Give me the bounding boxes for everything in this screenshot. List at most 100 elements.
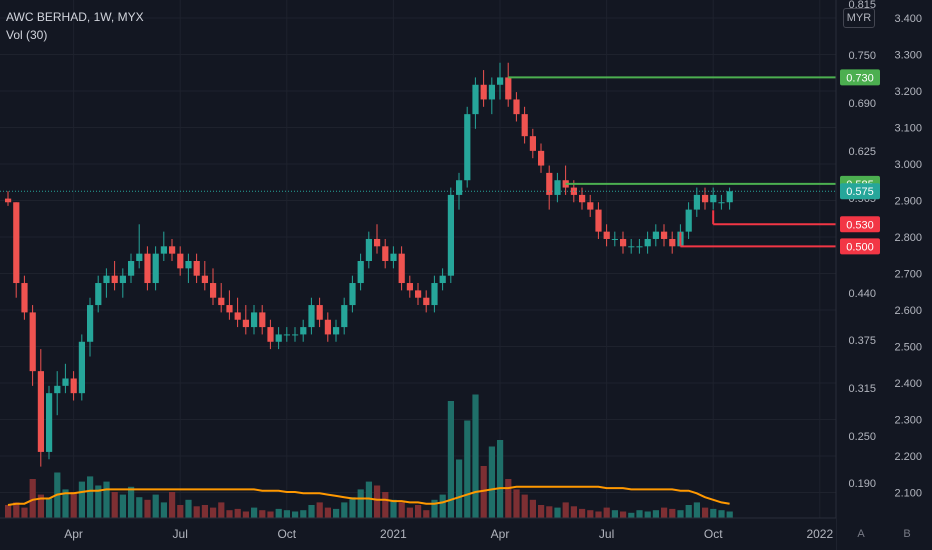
candle-body xyxy=(669,238,676,247)
volume-bar xyxy=(464,420,471,518)
volume-bar xyxy=(185,499,192,518)
candle-body xyxy=(308,305,315,328)
candle-body xyxy=(611,238,618,240)
candle-body xyxy=(439,275,446,284)
candle-body xyxy=(251,312,258,328)
candle-body xyxy=(513,99,520,115)
candle-body xyxy=(620,238,627,247)
volume-bar xyxy=(505,479,512,518)
currency-badge[interactable]: MYR xyxy=(843,8,875,28)
volume-bar xyxy=(456,459,463,518)
candle-body xyxy=(415,290,422,298)
candle-body xyxy=(538,150,545,166)
volume-bar xyxy=(234,508,241,518)
time-axis-tick-label: Apr xyxy=(491,527,510,541)
volume-bar xyxy=(128,486,135,518)
candle-body xyxy=(177,253,184,269)
candle-body xyxy=(37,371,44,452)
left-axis-tick-label: 0.815 xyxy=(848,0,876,11)
volume-bar xyxy=(513,489,520,518)
volume-indicator-label[interactable]: Vol (30) xyxy=(6,28,48,42)
volume-bar xyxy=(152,494,159,518)
candle-body xyxy=(70,378,77,394)
left-axis-tick-label: 0.375 xyxy=(848,335,876,347)
candle-body xyxy=(29,312,36,372)
volume-bar xyxy=(70,492,77,518)
candle-body xyxy=(218,297,225,306)
candle-body xyxy=(652,231,659,239)
candle-body xyxy=(431,283,438,306)
candle-body xyxy=(390,253,397,261)
time-axis-tick-label: Apr xyxy=(64,527,83,541)
volume-bar xyxy=(398,502,405,518)
right-axis-tick-label: 2.100 xyxy=(894,488,922,500)
time-axis-tick-label: Jul xyxy=(173,527,188,541)
left-axis-tick-label: 0.190 xyxy=(848,478,876,490)
right-axis-tick-label: 2.800 xyxy=(894,232,922,244)
candle-body xyxy=(160,246,167,254)
time-axis-labels: Apr Jul Oct 2021 Apr Jul Oct 2022 xyxy=(64,527,833,541)
candle-body xyxy=(152,253,159,284)
price-badge-label: 0.530 xyxy=(846,219,874,231)
volume-bar xyxy=(447,401,454,518)
candle-body xyxy=(726,191,733,203)
auto-scale-button[interactable]: A xyxy=(857,528,865,540)
volume-bar xyxy=(349,497,356,518)
volume-bar xyxy=(21,507,28,518)
log-scale-button[interactable]: B xyxy=(903,528,911,540)
volume-bar xyxy=(497,440,504,518)
volume-bar xyxy=(300,510,307,518)
left-axis-tick-label: 0.315 xyxy=(848,383,876,395)
candle-body xyxy=(374,238,381,247)
candle-body xyxy=(144,253,151,284)
volume-bar xyxy=(611,510,618,518)
right-axis-tick-label: 3.400 xyxy=(894,13,922,25)
volume-bar xyxy=(620,511,627,518)
candle-body xyxy=(505,77,512,100)
volume-bar xyxy=(546,506,553,518)
candle-body xyxy=(382,246,389,261)
right-axis-tick-label: 3.000 xyxy=(894,159,922,171)
candle-body xyxy=(603,231,610,239)
candle-body xyxy=(234,312,241,320)
candle-body xyxy=(595,209,602,232)
volume-bar xyxy=(423,510,430,518)
time-axis-tick-label: Oct xyxy=(704,527,723,541)
candle-body xyxy=(226,305,233,313)
volume-bar xyxy=(570,506,577,518)
volume-bar xyxy=(726,511,733,518)
right-axis-tick-label: 2.500 xyxy=(894,342,922,354)
volume-bar xyxy=(669,508,676,518)
right-axis-tick-label: 2.300 xyxy=(894,415,922,427)
volume-bar xyxy=(136,497,143,518)
volume-bar xyxy=(308,505,315,518)
candle-body xyxy=(316,305,323,320)
time-axis-tick-label: 2022 xyxy=(806,527,833,541)
candle-body xyxy=(636,246,643,248)
candle-body xyxy=(685,209,692,232)
volume-bar xyxy=(169,492,176,518)
volume-bar xyxy=(251,507,258,518)
candle-body xyxy=(111,275,118,284)
left-axis-tick-label: 0.250 xyxy=(848,431,876,443)
volume-bar xyxy=(718,510,725,518)
candle-body xyxy=(259,312,266,328)
volume-bar xyxy=(390,499,397,518)
volume-bar xyxy=(218,502,225,518)
volume-bar xyxy=(603,507,610,518)
volume-bar xyxy=(554,507,561,518)
candle-body xyxy=(349,283,356,306)
candle-body xyxy=(169,246,176,254)
candle-body xyxy=(292,334,299,336)
volume-bar xyxy=(226,510,233,518)
candle-body xyxy=(447,194,454,276)
candle-body xyxy=(398,253,405,284)
price-badge xyxy=(840,69,880,86)
candle-body xyxy=(21,283,28,313)
candle-body xyxy=(472,84,479,115)
volume-bar xyxy=(62,489,69,518)
symbol-title[interactable]: AWC BERHAD, 1W, MYX xyxy=(6,10,144,24)
candle-body xyxy=(406,283,413,291)
